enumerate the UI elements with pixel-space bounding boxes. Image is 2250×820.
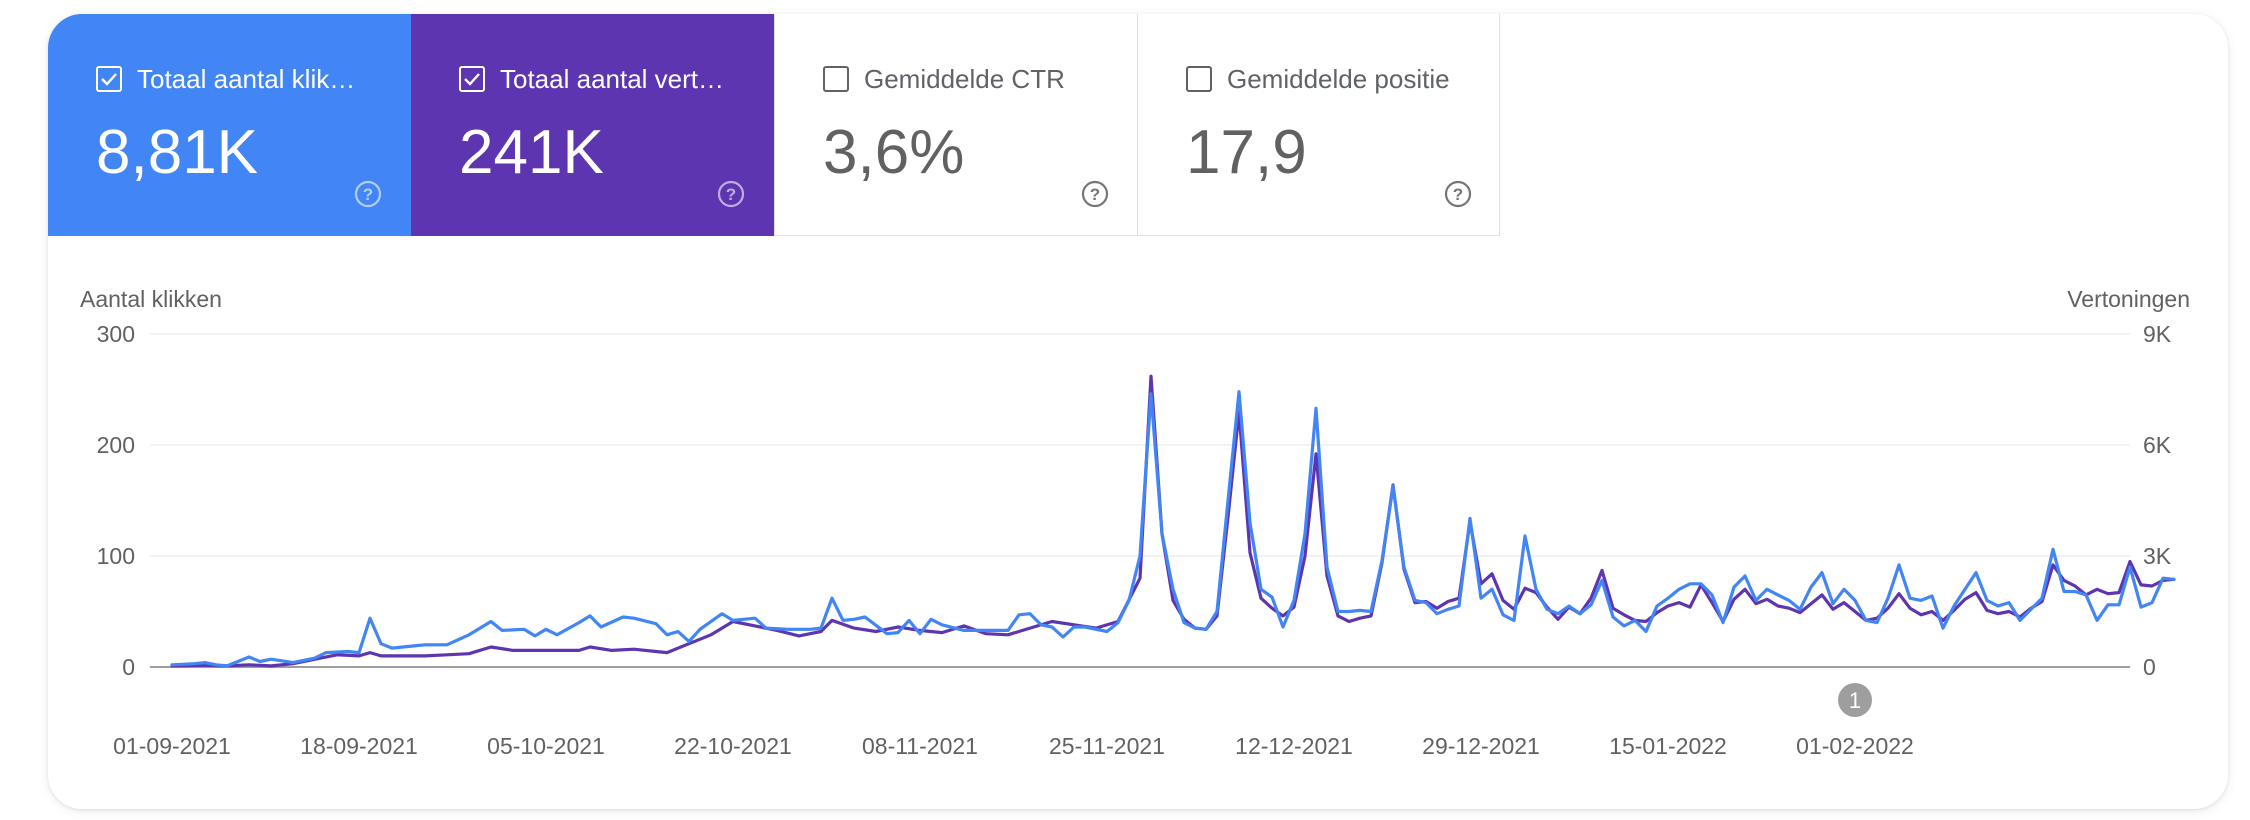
metric-label: Gemiddelde CTR xyxy=(864,64,1065,94)
metric-value: 17,9 xyxy=(1186,118,1307,187)
svg-text:?: ? xyxy=(726,185,736,204)
x-tick: 18-09-2021 xyxy=(300,733,418,759)
checkbox-unchecked-icon[interactable] xyxy=(823,66,849,92)
checkbox-unchecked-icon[interactable] xyxy=(1186,66,1212,92)
metric-value: 3,6% xyxy=(823,118,965,187)
metric-average-ctr[interactable]: Gemiddelde CTR 3,6% ? xyxy=(774,14,1137,236)
x-tick: 05-10-2021 xyxy=(487,733,605,759)
help-icon[interactable]: ? xyxy=(717,180,745,208)
svg-text:?: ? xyxy=(363,185,373,204)
x-tick: 25-11-2021 xyxy=(1049,733,1165,759)
y-tick-right: 3K xyxy=(2143,543,2172,569)
checkbox-checked-icon[interactable] xyxy=(96,66,122,92)
y-tick-left: 100 xyxy=(97,543,135,569)
annotation-marker[interactable]: 1 xyxy=(1838,683,1872,717)
checkbox-checked-icon[interactable] xyxy=(459,66,485,92)
y-tick-right: 6K xyxy=(2143,432,2172,458)
metric-total-clicks[interactable]: Totaal aantal klik… 8,81K ? xyxy=(48,14,411,236)
x-tick: 29-12-2021 xyxy=(1422,733,1540,759)
x-tick: 08-11-2021 xyxy=(862,733,978,759)
help-icon[interactable]: ? xyxy=(1444,180,1472,208)
series-line-clicks xyxy=(170,390,2176,668)
x-tick: 01-09-2021 xyxy=(113,733,231,759)
metric-value: 8,81K xyxy=(96,118,259,187)
x-tick: 15-01-2022 xyxy=(1609,733,1727,759)
help-icon[interactable]: ? xyxy=(354,180,382,208)
y-tick-left: 200 xyxy=(97,432,135,458)
metric-value: 241K xyxy=(459,118,604,187)
y-tick-right: 0 xyxy=(2143,654,2156,680)
y-tick-left: 300 xyxy=(97,321,135,347)
y-axis-right-label: Vertoningen xyxy=(2067,286,2190,312)
x-tick: 01-02-2022 xyxy=(1796,733,1914,759)
svg-text:?: ? xyxy=(1453,185,1463,204)
metric-label: Totaal aantal klik… xyxy=(137,64,356,94)
metric-tabs: Totaal aantal klik… 8,81K ? Totaal aanta… xyxy=(48,14,1502,236)
metric-label: Gemiddelde positie xyxy=(1227,64,1450,94)
y-tick-left: 0 xyxy=(122,654,135,680)
metric-total-impressions[interactable]: Totaal aantal vert… 241K ? xyxy=(411,14,774,236)
y-axis-left-label: Aantal klikken xyxy=(80,286,222,312)
annotation-label: 1 xyxy=(1849,688,1861,713)
metric-average-position[interactable]: Gemiddelde positie 17,9 ? xyxy=(1137,14,1500,236)
svg-text:?: ? xyxy=(1090,185,1100,204)
y-tick-right: 9K xyxy=(2143,321,2172,347)
x-tick: 12-12-2021 xyxy=(1235,733,1353,759)
x-tick: 22-10-2021 xyxy=(674,733,792,759)
metric-label: Totaal aantal vert… xyxy=(500,64,725,94)
help-icon[interactable]: ? xyxy=(1081,180,1109,208)
